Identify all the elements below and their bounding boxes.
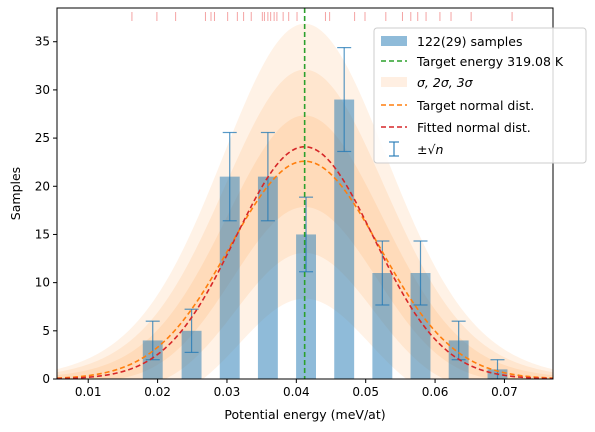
x-tick-label: 0.03 xyxy=(214,385,241,399)
plot-frame xyxy=(56,7,554,380)
histogram-bars xyxy=(142,99,508,379)
legend-bars-label: 122(29) samples xyxy=(417,34,522,49)
y-tick-label: 25 xyxy=(35,131,50,145)
x-tick-label: 0.05 xyxy=(352,385,379,399)
x-axis-label: Potential energy (meV/at) xyxy=(224,407,385,422)
y-tick-label: 15 xyxy=(35,227,50,241)
y-tick-label: 20 xyxy=(35,179,50,193)
legend-errorbar-swatch xyxy=(389,141,399,157)
x-tick-label: 0.06 xyxy=(422,385,449,399)
y-axis-label: Samples xyxy=(8,167,23,220)
x-tick-label: 0.04 xyxy=(283,385,310,399)
x-tick-label: 0.02 xyxy=(144,385,171,399)
y-tick-label: 5 xyxy=(42,324,50,338)
y-tick-label: 10 xyxy=(35,276,50,290)
legend-sigma-label: σ, 2σ, 3σ xyxy=(417,75,474,90)
legend-sigma-swatch xyxy=(381,77,407,87)
histogram-bar xyxy=(372,273,393,379)
fitted-normal-curve xyxy=(57,145,553,379)
error-bar xyxy=(337,47,352,153)
error-bar xyxy=(299,196,314,273)
rug-ticks xyxy=(131,12,513,21)
x-tick-label: 0.07 xyxy=(491,385,518,399)
histogram-bar xyxy=(410,273,431,379)
x-tick-label: 0.01 xyxy=(75,385,102,399)
y-tick-label: 30 xyxy=(35,83,50,97)
legend-target-normal-label: Target normal dist. xyxy=(416,98,534,113)
legend-bars-swatch xyxy=(381,36,407,46)
error-bar xyxy=(145,320,160,361)
legend-target-energy-label: Target energy 319.08 K xyxy=(416,54,564,69)
legend-fitted-normal-label: Fitted normal dist. xyxy=(417,120,531,135)
legend: 122(29) samples Target energy 319.08 K σ… xyxy=(373,27,587,164)
histogram-bar xyxy=(296,234,316,379)
y-tick-label: 0 xyxy=(42,372,50,386)
y-axis: 0 5 10 15 20 25 30 35 xyxy=(35,35,57,386)
histogram-bar xyxy=(334,99,355,379)
legend-frame xyxy=(373,27,587,164)
normal-curves xyxy=(57,145,553,379)
histogram-bar xyxy=(257,176,278,379)
histogram-bar xyxy=(181,330,202,379)
legend-errorbar-label: ±√n xyxy=(417,142,443,157)
error-bar xyxy=(490,359,505,379)
plot-area xyxy=(57,8,553,379)
y-tick-label: 35 xyxy=(35,35,50,49)
error-bar xyxy=(222,131,237,222)
histogram-bar xyxy=(219,176,240,379)
x-axis: 0.01 0.02 0.03 0.04 0.05 0.06 0.07 xyxy=(75,379,518,399)
error-bar xyxy=(413,240,428,306)
